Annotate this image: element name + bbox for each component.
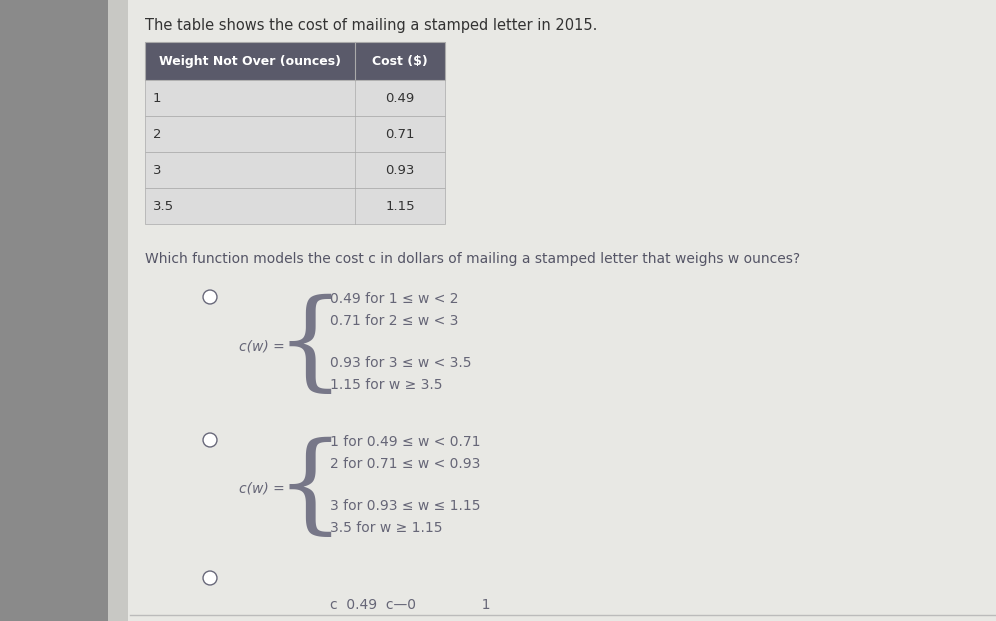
Text: {: { (276, 293, 345, 399)
Text: c(w) =: c(w) = (239, 339, 285, 353)
Text: 1 for 0.49 ≤ w < 0.71: 1 for 0.49 ≤ w < 0.71 (330, 435, 480, 449)
Text: 3: 3 (153, 163, 161, 176)
Text: c  0.49  c—0               1: c 0.49 c—0 1 (330, 598, 490, 612)
Text: 1: 1 (153, 91, 161, 104)
Bar (145, 80, 445, 116)
Bar (0, 0, 108, 621)
Bar (145, 42, 445, 80)
Text: 0.71: 0.71 (385, 127, 414, 140)
Text: 3.5: 3.5 (153, 199, 174, 212)
Text: Cost ($): Cost ($) (373, 55, 428, 68)
Circle shape (203, 290, 217, 304)
Text: 3 for 0.93 ≤ w ≤ 1.15: 3 for 0.93 ≤ w ≤ 1.15 (330, 499, 480, 513)
Text: 0.93: 0.93 (385, 163, 414, 176)
Text: Weight Not Over (ounces): Weight Not Over (ounces) (159, 55, 341, 68)
Text: 0.93 for 3 ≤ w < 3.5: 0.93 for 3 ≤ w < 3.5 (330, 356, 471, 370)
Text: 2: 2 (153, 127, 161, 140)
Text: 2 for 0.71 ≤ w < 0.93: 2 for 0.71 ≤ w < 0.93 (330, 457, 480, 471)
Text: Which function models the cost c in dollars of mailing a stamped letter that wei: Which function models the cost c in doll… (145, 252, 800, 266)
Bar (145, 188, 445, 224)
Bar (108, 0, 128, 621)
Bar (145, 116, 445, 152)
Text: 0.71 for 2 ≤ w < 3: 0.71 for 2 ≤ w < 3 (330, 314, 458, 328)
Text: 0.49 for 1 ≤ w < 2: 0.49 for 1 ≤ w < 2 (330, 292, 458, 306)
Bar (128, 0, 996, 621)
Text: 3.5 for w ≥ 1.15: 3.5 for w ≥ 1.15 (330, 521, 442, 535)
Text: {: { (276, 437, 345, 542)
Text: c(w) =: c(w) = (239, 482, 285, 496)
Circle shape (203, 433, 217, 447)
Text: 1.15: 1.15 (385, 199, 414, 212)
Text: 1.15 for w ≥ 3.5: 1.15 for w ≥ 3.5 (330, 378, 442, 392)
Circle shape (203, 571, 217, 585)
Bar (145, 152, 445, 188)
Text: The table shows the cost of mailing a stamped letter in 2015.: The table shows the cost of mailing a st… (145, 18, 598, 33)
Text: 0.49: 0.49 (385, 91, 414, 104)
